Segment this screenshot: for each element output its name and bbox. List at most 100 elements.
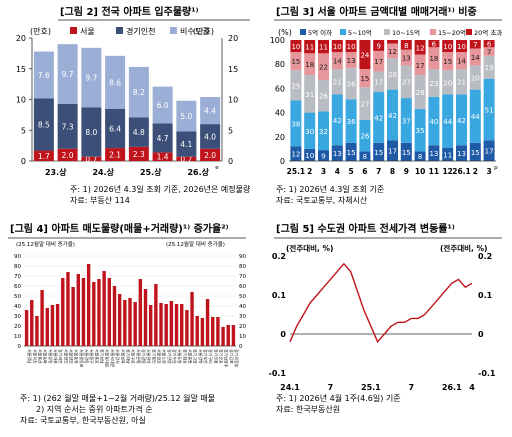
p3-value-label: 8 [404, 42, 408, 50]
p3-bar-seg-2 [456, 94, 467, 146]
p3-value-label: 6 [487, 41, 492, 49]
p4-ytick-label: 90 [14, 254, 21, 260]
p3-bar-seg-4 [290, 52, 302, 71]
p3-value-label: 27 [402, 79, 411, 87]
p2-ytick-label-right: 20 [228, 34, 238, 43]
p2-value-label: 6.0 [157, 101, 169, 110]
p3-xtick-label: 26.1 [452, 167, 471, 176]
p5-series-line [289, 262, 473, 344]
p3-bar-seg-3 [387, 58, 398, 90]
p3-value-label: 32 [319, 128, 328, 136]
p4-xtick-label: 경기김포 [229, 349, 235, 364]
p3-bar-seg-3 [442, 70, 454, 95]
p2-ytick-label: 10 [16, 96, 26, 105]
p3-value-label: 10 [347, 43, 356, 51]
p3-bar-seg-1 [456, 145, 467, 161]
p4-ytick-label: 10 [14, 334, 21, 340]
p3-value-label: 26 [388, 71, 397, 79]
p3-bar-seg-5 [456, 40, 467, 53]
p3-bar-seg-3 [331, 69, 343, 95]
p4-xtick-label: 서울마포 [53, 349, 59, 364]
p3-xtick-label: 3 [486, 167, 491, 176]
p4-bar [117, 294, 122, 346]
p4-bar [200, 318, 205, 346]
p2-value-label: 4.4 [204, 107, 216, 116]
p2-value-label: 4.1 [180, 140, 192, 149]
p3-value-label: 30 [305, 128, 314, 136]
p4-ytick-label: 60 [14, 284, 21, 290]
p3-value-label: 26 [319, 93, 328, 101]
p4-bar [148, 305, 153, 346]
p3-bar-seg-3 [359, 87, 371, 120]
p4-bar [81, 278, 86, 346]
p3-bar-seg-2 [345, 99, 357, 143]
p4-bar [138, 279, 143, 346]
p2-legend: 서울 경기인천 비수도권 [70, 26, 209, 36]
p3-ytick-label: 60 [275, 84, 285, 93]
p3-value-label: 14 [333, 58, 342, 66]
p3-bar-seg-2 [373, 92, 385, 143]
p3-bar-seg-5 [331, 40, 343, 53]
p3-value-label: 21 [457, 79, 466, 87]
p4-bar [195, 316, 199, 346]
p4-note-1: 주: 1) (262 월말 매물+1~2월 거래량)/25.12 월말 매물 [20, 393, 215, 403]
p4-bar [169, 301, 174, 346]
p3-value-label: 36 [347, 118, 356, 126]
p3-value-label: 8 [363, 153, 367, 161]
p4-bar [66, 272, 70, 346]
p3-bar-seg-5 [373, 40, 385, 51]
p3-value-label: 42 [333, 117, 342, 125]
p4-bar [190, 292, 194, 346]
p3-value-label: 17 [416, 62, 425, 70]
p5-xtick-label: 25.1 [361, 383, 381, 392]
p4-xtick-label: 서울용산 [38, 349, 44, 364]
p2-value-label: 4.7 [157, 134, 169, 143]
chart-p4: (25.12월말 대비 증가율) (25.12월말 대비 증가율) 0 0 10 10… [14, 240, 246, 368]
p3-xtick-label: 2 [473, 167, 478, 176]
p3-bar-seg-2 [359, 119, 371, 152]
p2-bar-gyeonggi [33, 98, 54, 151]
p3-value-label: 22 [319, 64, 328, 72]
p3-legend-label: 10~15억 [392, 29, 420, 37]
p3-bar-seg-4 [345, 52, 357, 68]
p3-value-label: 7 [473, 41, 477, 49]
p2-xtick-label: 25.상 [140, 167, 162, 177]
p3-value-label: 17 [485, 148, 494, 156]
p3-bar-seg-4 [428, 47, 440, 70]
p4-ytick-label: 20 [14, 324, 21, 330]
p3-value-label: 10 [443, 43, 452, 51]
p3-bar-seg-1 [359, 151, 371, 161]
p4-bar [76, 274, 80, 346]
p4-bar [61, 278, 65, 346]
p4-bar [24, 310, 29, 346]
p5-title: [그림 5] 수도권 아파트 전세가격 변동률¹⁾ [276, 222, 455, 235]
p4-right-unit: (25.12월말 대비 증가율) [166, 240, 225, 248]
p3-value-label: 13 [333, 150, 342, 158]
p3-bar-seg-5 [387, 40, 398, 44]
p3-xtick-label: 6 [362, 167, 367, 176]
p2-value-label: 2.3 [133, 150, 145, 159]
p2-bar-nonmetro [176, 100, 197, 132]
p5-note-2: 자료: 한국부동산원 [276, 404, 340, 414]
p2-legend-swatch [70, 27, 77, 34]
p3-value-label: 15 [291, 58, 300, 66]
p3-bar-seg-3 [304, 75, 316, 113]
p4-ytick-label-right: 0 [239, 344, 243, 350]
p3-bar-seg-3 [456, 69, 467, 95]
p3-legend-swatch [340, 29, 346, 35]
p3-bar-seg-1 [428, 145, 440, 161]
p3-category-note: p [494, 165, 498, 171]
p3-note-2: 자료: 국토교통부, 자체시산 [276, 195, 368, 205]
p5-ytick-label-right: 0.1 [478, 291, 493, 300]
p3-bar-seg-5 [414, 40, 426, 55]
p2-legend-label: 서울 [80, 27, 95, 36]
p4-xtick-label: 서울강서 [115, 349, 121, 364]
p4-xtick-label: 서울영등포 [79, 349, 85, 368]
p3-unit: (%) [278, 28, 292, 37]
p5-xtick-label: 26.1 [442, 383, 462, 392]
p4-ytick-label-right: 90 [239, 254, 246, 260]
p4-xtick-label: 서울송파 [43, 349, 49, 364]
p4-bar [216, 317, 220, 346]
p3-bar-seg-5 [345, 40, 357, 53]
